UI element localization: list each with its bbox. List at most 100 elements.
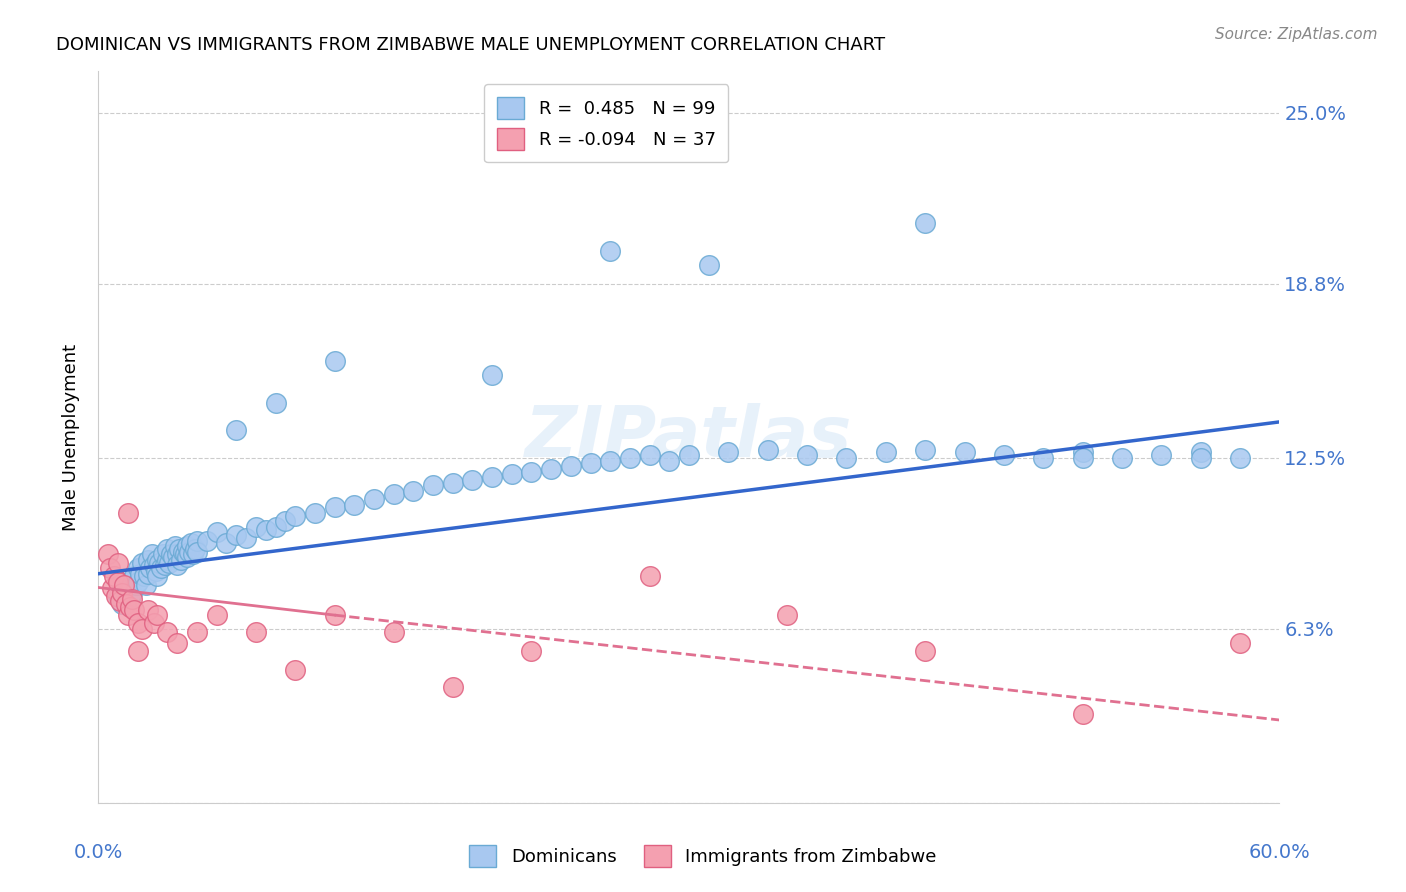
Point bbox=[264, 395, 287, 409]
Point bbox=[304, 506, 326, 520]
Point bbox=[146, 569, 169, 583]
Point bbox=[481, 368, 503, 382]
Point bbox=[205, 608, 228, 623]
Point bbox=[235, 531, 257, 545]
Point bbox=[323, 354, 346, 368]
Point bbox=[127, 561, 149, 575]
Point bbox=[560, 458, 582, 473]
Point bbox=[1032, 450, 1054, 465]
Point bbox=[402, 483, 425, 498]
Point bbox=[174, 548, 197, 562]
Point bbox=[1111, 450, 1133, 465]
Text: Source: ZipAtlas.com: Source: ZipAtlas.com bbox=[1215, 27, 1378, 42]
Point bbox=[117, 574, 139, 589]
Point bbox=[195, 533, 218, 548]
Point bbox=[205, 525, 228, 540]
Point bbox=[186, 533, 208, 548]
Point bbox=[166, 548, 188, 562]
Point bbox=[1229, 450, 1251, 465]
Point bbox=[121, 586, 143, 600]
Point bbox=[167, 541, 190, 556]
Point bbox=[835, 450, 858, 465]
Point bbox=[98, 561, 121, 575]
Point bbox=[914, 216, 936, 230]
Point bbox=[461, 473, 484, 487]
Point bbox=[264, 520, 287, 534]
Point bbox=[127, 574, 149, 589]
Point bbox=[993, 448, 1015, 462]
Point bbox=[1150, 448, 1173, 462]
Point bbox=[111, 586, 134, 600]
Point bbox=[1071, 445, 1094, 459]
Point bbox=[1071, 707, 1094, 722]
Point bbox=[145, 564, 167, 578]
Point bbox=[343, 498, 366, 512]
Point bbox=[382, 486, 405, 500]
Point bbox=[1189, 445, 1212, 459]
Point bbox=[125, 578, 148, 592]
Point bbox=[254, 523, 277, 537]
Point bbox=[107, 556, 129, 570]
Point bbox=[107, 574, 129, 589]
Point bbox=[284, 663, 307, 677]
Point bbox=[1071, 450, 1094, 465]
Point bbox=[284, 508, 307, 523]
Point bbox=[132, 569, 155, 583]
Point bbox=[245, 520, 267, 534]
Point bbox=[225, 423, 247, 437]
Point bbox=[441, 475, 464, 490]
Point bbox=[172, 544, 194, 558]
Point bbox=[141, 548, 163, 562]
Point bbox=[136, 553, 159, 567]
Point bbox=[127, 644, 149, 658]
Point bbox=[118, 599, 141, 614]
Point bbox=[138, 561, 160, 575]
Point bbox=[155, 558, 177, 573]
Point bbox=[136, 602, 159, 616]
Point bbox=[638, 569, 661, 583]
Point bbox=[914, 442, 936, 457]
Point bbox=[875, 445, 897, 459]
Point bbox=[323, 608, 346, 623]
Point bbox=[176, 550, 198, 565]
Point bbox=[108, 594, 131, 608]
Legend: Dominicans, Immigrants from Zimbabwe: Dominicans, Immigrants from Zimbabwe bbox=[463, 838, 943, 874]
Point bbox=[776, 608, 799, 623]
Point bbox=[136, 566, 159, 581]
Y-axis label: Male Unemployment: Male Unemployment bbox=[62, 343, 80, 531]
Point bbox=[579, 456, 602, 470]
Point bbox=[166, 558, 188, 573]
Legend: R =  0.485   N = 99, R = -0.094   N = 37: R = 0.485 N = 99, R = -0.094 N = 37 bbox=[484, 84, 728, 162]
Point bbox=[150, 561, 173, 575]
Point bbox=[122, 602, 145, 616]
Point bbox=[638, 448, 661, 462]
Point bbox=[181, 548, 204, 562]
Point bbox=[756, 442, 779, 457]
Point bbox=[156, 624, 179, 639]
Point bbox=[127, 616, 149, 631]
Point bbox=[131, 556, 153, 570]
Point bbox=[422, 478, 444, 492]
Point bbox=[180, 536, 202, 550]
Point bbox=[186, 624, 208, 639]
Point bbox=[501, 467, 523, 482]
Point bbox=[177, 544, 200, 558]
Point bbox=[131, 622, 153, 636]
Point bbox=[146, 553, 169, 567]
Point bbox=[115, 581, 138, 595]
Point bbox=[117, 608, 139, 623]
Point bbox=[697, 258, 720, 272]
Point bbox=[162, 550, 184, 565]
Point bbox=[215, 536, 238, 550]
Point bbox=[128, 566, 150, 581]
Point bbox=[105, 589, 128, 603]
Point bbox=[914, 644, 936, 658]
Point bbox=[121, 591, 143, 606]
Point bbox=[520, 644, 543, 658]
Point bbox=[382, 624, 405, 639]
Point bbox=[599, 453, 621, 467]
Point bbox=[323, 500, 346, 515]
Point bbox=[122, 569, 145, 583]
Point bbox=[363, 492, 385, 507]
Point bbox=[274, 514, 297, 528]
